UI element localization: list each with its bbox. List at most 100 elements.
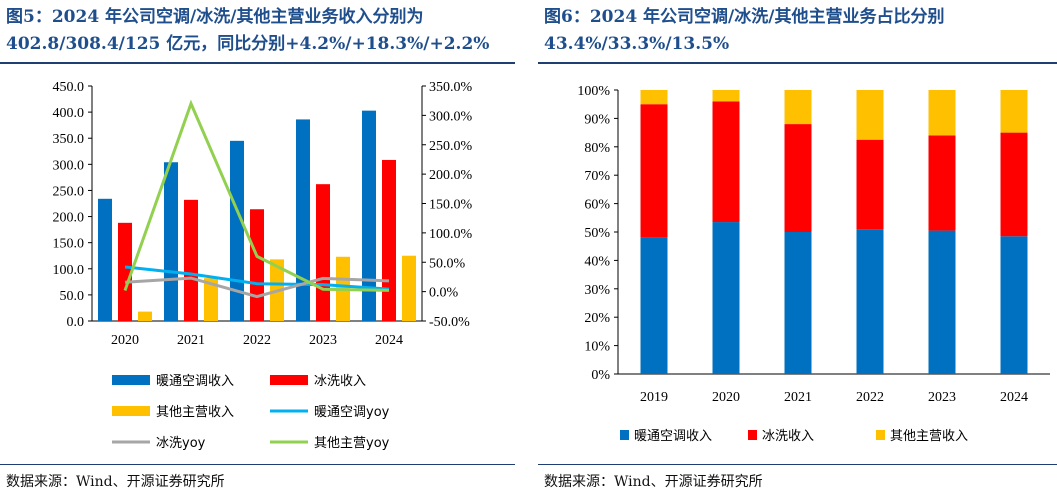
x-tick-label: 2024 xyxy=(375,333,403,348)
y-tick-label: 40% xyxy=(584,254,610,269)
y-right-tick-label: 300.0% xyxy=(429,109,473,124)
revenue-chart: 0.0 50.0 100.0 150.0 200.0 250.0 300.0 350.0 400… xyxy=(53,80,473,451)
stack-冰洗收入 xyxy=(1000,132,1028,237)
bar-冰洗收入 xyxy=(118,222,132,321)
legend-label: 暖通空调收入 xyxy=(156,374,234,389)
y-left-tick-label: 150.0 xyxy=(53,237,85,252)
y-tick-label: 60% xyxy=(584,198,610,213)
y-left-tick-label: 400.0 xyxy=(53,106,85,121)
y-tick-label: 80% xyxy=(584,141,610,156)
x-tick-label: 2020 xyxy=(111,333,139,348)
line-暖通空调yoy xyxy=(124,265,390,291)
stack-暖通空调收入 xyxy=(1000,236,1028,374)
stack-暖通空调收入 xyxy=(784,232,812,374)
y-left-tick-label: 300.0 xyxy=(53,158,85,173)
bar-其他主营收入 xyxy=(138,311,152,321)
share-chart: 0% 10% 20% 30% 40% 50% 60% 70% 80% 90% 100% 2019 202… xyxy=(577,84,1050,444)
x-tick-label: 2024 xyxy=(1000,390,1028,405)
y-right-tick-label: -50.0% xyxy=(429,315,470,330)
y-right-tick-label: 0.0% xyxy=(429,286,459,301)
source-note-revenue: 数据来源：Wind、开源证券研究所 xyxy=(6,474,225,490)
y-tick-label: 0% xyxy=(591,368,610,383)
stack-其他主营收入 xyxy=(712,90,740,102)
bar-暖通空调收入 xyxy=(230,140,244,321)
legend-label: 其他主营yoy xyxy=(314,436,390,451)
y-right-tick-label: 150.0% xyxy=(429,198,473,213)
legend-swatch xyxy=(270,375,308,385)
chart-title-revenue: 图5：2024 年公司空调/冰洗/其他主营业务收入分别为402.8/308.4/… xyxy=(6,7,490,54)
bar-其他主营收入 xyxy=(204,278,218,321)
stack-暖通空调收入 xyxy=(712,222,740,374)
x-tick-label: 2023 xyxy=(928,390,956,405)
x-tick-label: 2021 xyxy=(177,333,205,348)
y-left-tick-label: 100.0 xyxy=(53,263,85,278)
bar-冰洗收入 xyxy=(250,209,264,321)
y-tick-label: 100% xyxy=(577,84,610,99)
legend-swatch xyxy=(112,375,150,385)
y-tick-label: 70% xyxy=(584,169,610,184)
y-right-tick-label: 200.0% xyxy=(429,168,473,183)
y-right-tick-label: 100.0% xyxy=(429,227,473,242)
stack-其他主营收入 xyxy=(640,90,668,105)
legend-label: 冰洗收入 xyxy=(314,374,366,389)
y-left-tick-label: 200.0 xyxy=(53,211,85,226)
bar-暖通空调收入 xyxy=(98,198,112,321)
legend-swatch xyxy=(748,430,757,440)
y-tick-label: 10% xyxy=(584,340,610,355)
x-tick-label: 2022 xyxy=(243,333,271,348)
legend-label: 暖通空调yoy xyxy=(314,405,390,420)
y-left-tick-label: 0.0 xyxy=(67,315,85,330)
legend-swatch xyxy=(876,430,885,440)
y-tick-label: 30% xyxy=(584,283,610,298)
legend-label: 冰洗yoy xyxy=(156,436,206,451)
y-left-tick-label: 250.0 xyxy=(53,184,85,199)
y-right-tick-label: 50.0% xyxy=(429,256,466,271)
chart-panel-share: 图6：2024 年公司空调/冰洗/其他主营业务占比分别43.4%/33.3%/1… xyxy=(538,0,1057,499)
bar-其他主营收入 xyxy=(402,255,416,321)
stack-冰洗收入 xyxy=(712,101,740,223)
stack-其他主营收入 xyxy=(784,90,812,125)
source-rule xyxy=(538,464,1057,465)
y-left-tick-label: 50.0 xyxy=(60,289,85,304)
legend-label: 冰洗收入 xyxy=(762,429,814,444)
y-right-tick-label: 350.0% xyxy=(429,80,473,95)
y-tick-label: 50% xyxy=(584,226,610,241)
stack-暖通空调收入 xyxy=(640,237,668,374)
source-rule xyxy=(0,464,515,465)
legend-label: 其他主营收入 xyxy=(890,429,968,444)
stack-冰洗收入 xyxy=(856,139,884,230)
line-冰洗yoy xyxy=(124,276,390,299)
source-note-share: 数据来源：Wind、开源证券研究所 xyxy=(544,474,763,490)
y-tick-label: 20% xyxy=(584,311,610,326)
stack-冰洗收入 xyxy=(928,135,956,231)
stack-其他主营收入 xyxy=(928,90,956,136)
chart-panel-revenue: 图5：2024 年公司空调/冰洗/其他主营业务收入分别为402.8/308.4/… xyxy=(0,0,515,499)
x-tick-label: 2021 xyxy=(784,390,812,405)
bar-冰洗收入 xyxy=(382,159,396,321)
line-其他主营yoy xyxy=(123,99,390,292)
stack-冰洗收入 xyxy=(640,104,668,238)
title-rule xyxy=(538,62,1057,64)
legend-label: 其他主营收入 xyxy=(156,405,234,420)
title-rule xyxy=(0,62,515,64)
bar-冰洗收入 xyxy=(184,199,198,321)
chart-title-share: 图6：2024 年公司空调/冰洗/其他主营业务占比分别43.4%/33.3%/1… xyxy=(544,7,945,54)
y-tick-label: 90% xyxy=(584,112,610,127)
stack-其他主营收入 xyxy=(856,90,884,140)
stack-暖通空调收入 xyxy=(856,229,884,374)
y-left-tick-label: 450.0 xyxy=(53,80,85,95)
bar-冰洗收入 xyxy=(316,184,330,321)
stack-冰洗收入 xyxy=(784,124,812,232)
legend-swatch xyxy=(620,430,629,440)
x-tick-label: 2020 xyxy=(712,390,740,405)
bar-暖通空调收入 xyxy=(362,110,376,321)
x-tick-label: 2019 xyxy=(640,390,668,405)
bar-暖通空调收入 xyxy=(164,162,178,321)
legend-swatch xyxy=(112,406,150,416)
stack-其他主营收入 xyxy=(1000,90,1028,133)
y-left-tick-label: 350.0 xyxy=(53,132,85,147)
legend-label: 暖通空调收入 xyxy=(634,429,712,444)
bar-暖通空调收入 xyxy=(296,119,310,321)
stack-暖通空调收入 xyxy=(928,230,956,374)
x-tick-label: 2023 xyxy=(309,333,337,348)
